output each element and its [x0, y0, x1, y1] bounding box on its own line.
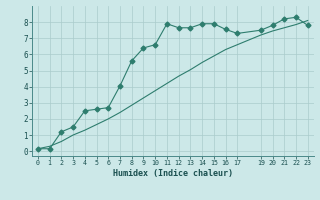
- X-axis label: Humidex (Indice chaleur): Humidex (Indice chaleur): [113, 169, 233, 178]
